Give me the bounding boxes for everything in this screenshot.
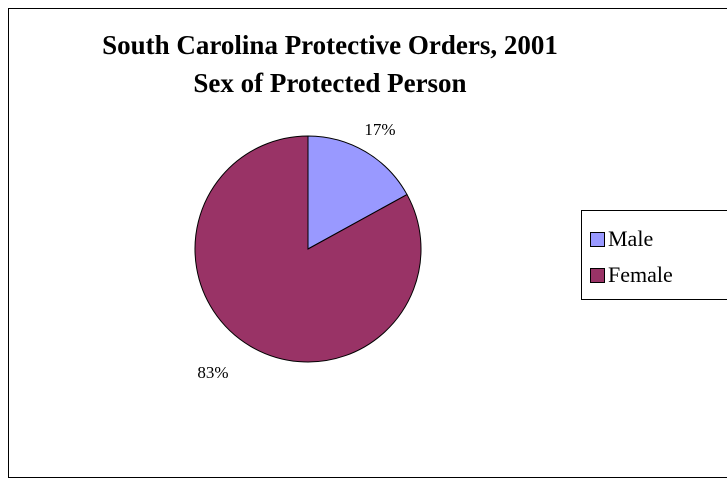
legend-item-male: Male — [590, 224, 653, 254]
legend-label-male: Male — [608, 226, 654, 251]
pie-chart: 17% 83% — [194, 120, 422, 382]
pie-slices — [194, 135, 422, 363]
legend-swatch-female — [590, 267, 605, 283]
data-label-female: 83% — [197, 363, 228, 382]
chart-title: South Carolina Protective Orders, 2001 — [102, 30, 558, 60]
legend-label-female: Female — [608, 262, 673, 287]
chart-title-block: South Carolina Protective Orders, 2001 S… — [0, 26, 660, 102]
chart-subtitle: Sex of Protected Person — [193, 68, 467, 98]
pie-slice-male — [307, 135, 408, 250]
legend-item-female: Female — [590, 260, 673, 290]
legend: Male Female — [581, 210, 727, 300]
legend-swatch-male — [590, 231, 605, 247]
data-label-male: 17% — [364, 120, 395, 139]
pie-slice-female — [194, 135, 422, 363]
